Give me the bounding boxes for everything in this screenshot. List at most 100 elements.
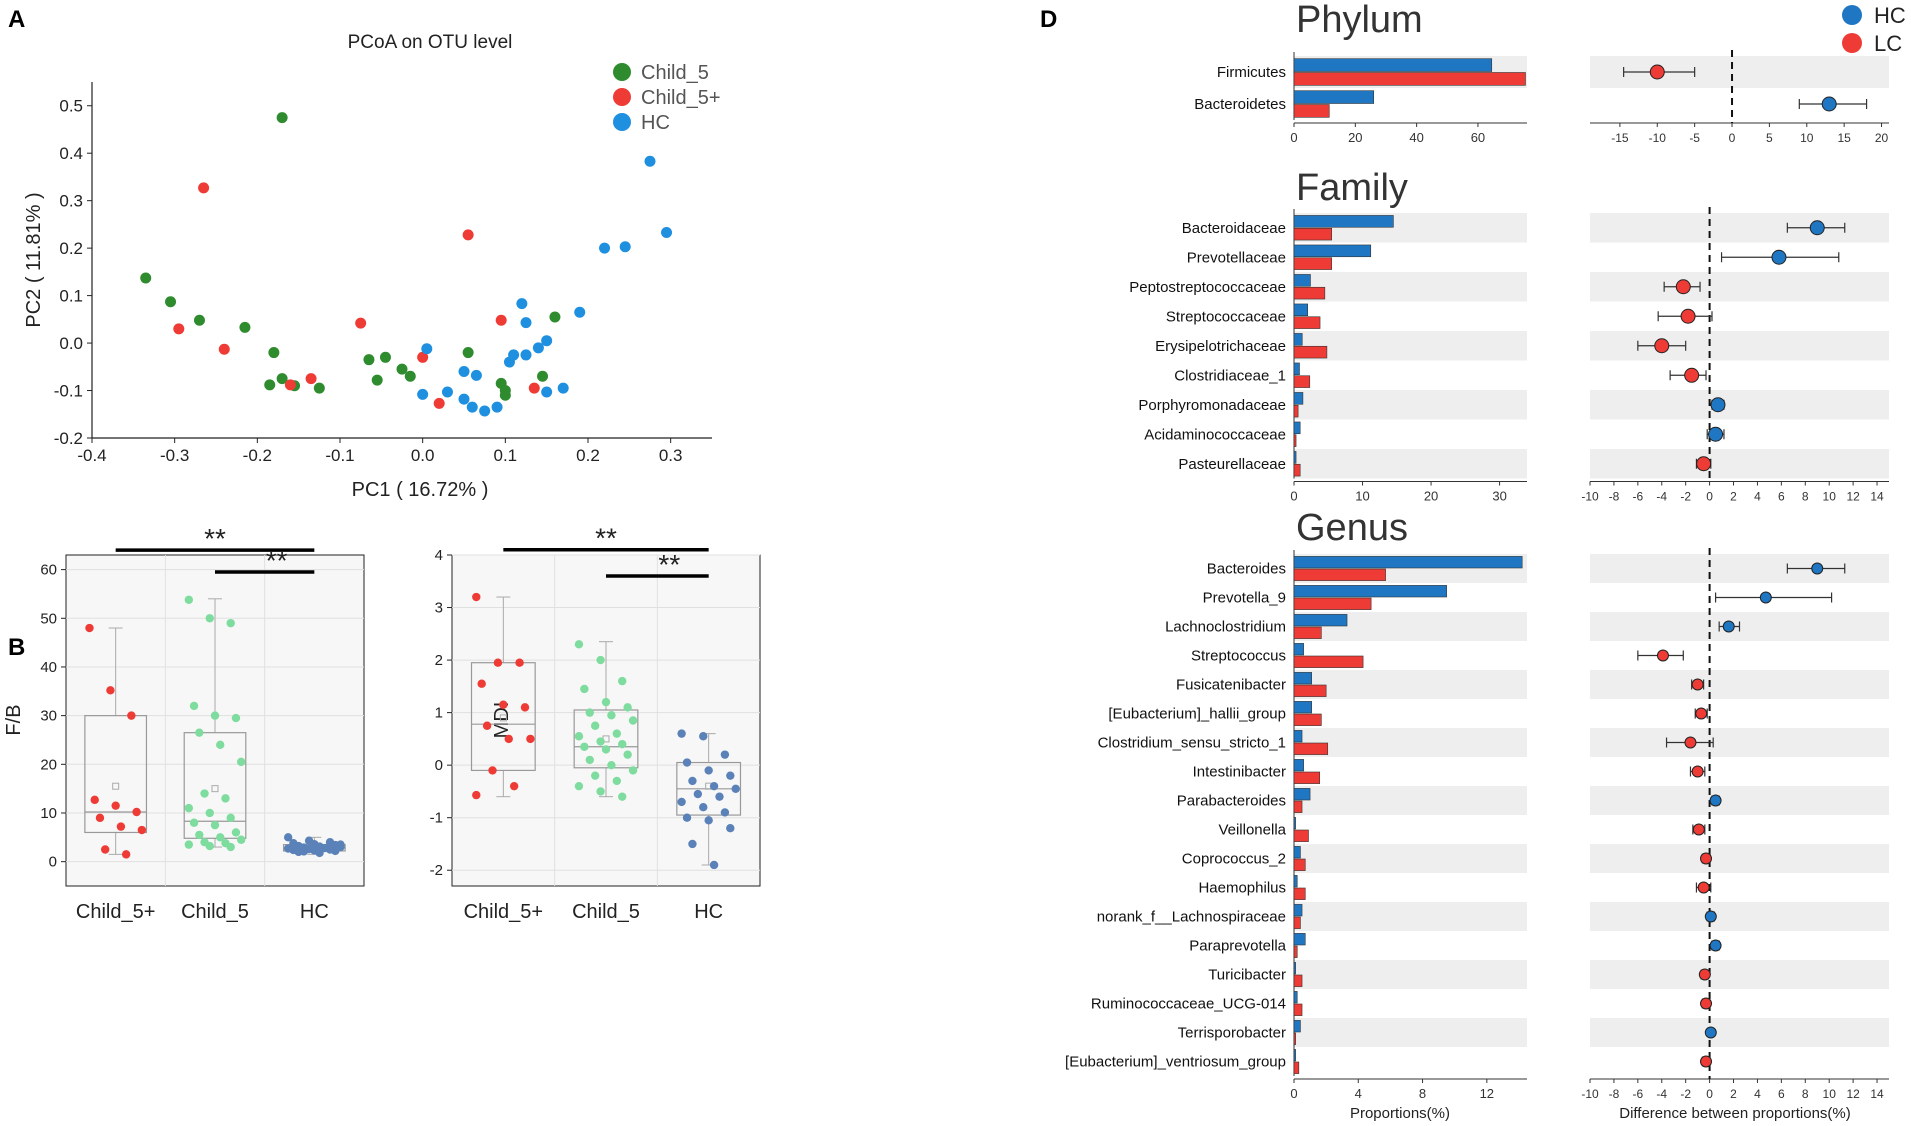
- data-point: [520, 703, 530, 712]
- data-point: [189, 701, 199, 711]
- data-point: [315, 848, 324, 858]
- row-stripe: [1294, 902, 1527, 931]
- diff-point-lc: [1691, 765, 1704, 778]
- panel-label-b: B: [8, 634, 25, 661]
- scatter-point-hc: [479, 405, 491, 417]
- data-point: [699, 802, 708, 812]
- data-point: [688, 776, 697, 786]
- significance-label: **: [266, 545, 288, 576]
- bar-x-tick-label: 20: [1348, 130, 1362, 145]
- y-axis-title: F/B: [3, 704, 25, 735]
- diff-point-lc: [1680, 308, 1696, 324]
- diff-point-hc: [1704, 910, 1717, 923]
- taxon-label: Porphyromonadaceae: [1138, 397, 1286, 414]
- diff-x-tick-label: 0: [1706, 1087, 1713, 1101]
- data-point: [205, 841, 214, 851]
- row-stripe: [1590, 331, 1889, 361]
- y-tick-label: 3: [435, 600, 443, 617]
- diff-point-lc: [1684, 736, 1697, 749]
- row-stripe: [1590, 449, 1889, 479]
- box-mean-marker: [499, 714, 507, 722]
- bar-x-tick-label: 0: [1290, 130, 1297, 145]
- bar-x-tick-label: 0: [1290, 1086, 1297, 1101]
- bar-lc: [1293, 286, 1326, 300]
- bar-hc: [1293, 90, 1375, 104]
- diff-point-hc: [1809, 220, 1825, 236]
- y-tick-label: 0: [49, 854, 57, 871]
- row-stripe: [1294, 728, 1527, 757]
- bar-lc: [1293, 434, 1297, 447]
- legend-label: HC: [641, 112, 670, 134]
- legend-marker-hc: [1842, 5, 1862, 25]
- bar-hc: [1293, 215, 1394, 228]
- taxon-label: Ruminococcaceae_UCG-014: [1091, 996, 1286, 1013]
- data-point: [515, 658, 524, 667]
- data-point: [336, 840, 345, 849]
- bar-hc: [1293, 421, 1301, 435]
- bar-hc: [1293, 991, 1298, 1004]
- data-point: [726, 771, 735, 780]
- row-stripe: [1590, 786, 1889, 815]
- taxon-label: [Eubacterium]_hallii_group: [1108, 706, 1286, 723]
- scatter-point-child5plus: [433, 397, 445, 409]
- diff-x-tick-label: 8: [1802, 490, 1809, 504]
- diff-x-tick-label: -5: [1689, 131, 1700, 145]
- scatter-point-child5plus: [198, 182, 210, 194]
- data-point: [504, 734, 513, 744]
- y-tick-label: 0.0: [59, 334, 83, 353]
- data-point: [195, 830, 204, 840]
- bar-hc: [1293, 904, 1303, 917]
- diff-x-tick-label: -2: [1680, 1087, 1691, 1101]
- taxon-label: Veillonella: [1218, 822, 1286, 839]
- bar-lc: [1293, 771, 1321, 784]
- scatter-point-hc: [619, 241, 631, 253]
- row-stripe: [1294, 786, 1527, 815]
- box-mean-marker: [112, 782, 120, 790]
- diff-x-tick-label: 4: [1754, 490, 1761, 504]
- data-point: [195, 728, 204, 737]
- bar-lc: [1293, 375, 1311, 388]
- data-point: [677, 797, 686, 807]
- diff-point-lc: [1656, 649, 1669, 662]
- bar-hc: [1293, 846, 1301, 859]
- y-tick-label: 0.3: [59, 192, 83, 211]
- data-point: [693, 789, 703, 799]
- bar-x-axis-title: Proportions(%): [1350, 1105, 1450, 1122]
- diff-point-lc: [1684, 367, 1700, 383]
- data-point: [682, 758, 692, 767]
- data-point: [85, 623, 94, 633]
- y-tick-label: 50: [40, 610, 57, 627]
- taxon-label: Bacteroidetes: [1194, 96, 1286, 113]
- diff-x-axis-title: Difference between proportions(%): [1619, 1105, 1851, 1122]
- y-tick-label: 30: [40, 708, 57, 725]
- scatter-point-hc: [599, 242, 611, 254]
- data-point: [709, 781, 719, 791]
- bar-x-tick-label: 10: [1355, 489, 1369, 504]
- diff-x-tick-label: 6: [1778, 1087, 1785, 1101]
- data-point: [720, 808, 730, 817]
- data-point: [189, 818, 199, 827]
- diff-x-tick-label: 8: [1802, 1087, 1809, 1101]
- row-stripe: [1590, 670, 1889, 699]
- y-tick-label: 40: [40, 659, 57, 676]
- bar-lc: [1293, 1003, 1303, 1016]
- bar-lc: [1293, 742, 1329, 755]
- taxon-label: Terrisporobacter: [1178, 1025, 1286, 1042]
- legend-label: Child_5: [641, 62, 709, 84]
- y-tick-label: -2: [430, 862, 443, 879]
- scatter-point-child5plus: [305, 373, 317, 385]
- x-tick-label: HC: [300, 901, 329, 923]
- legend-label: Child_5+: [641, 87, 721, 109]
- data-point: [283, 833, 293, 842]
- taxon-label: Bacteroidaceae: [1182, 220, 1286, 237]
- data-point: [574, 781, 584, 791]
- diff-point-lc: [1697, 881, 1710, 894]
- chart-title: PCoA on OTU level: [348, 32, 513, 53]
- data-point: [623, 750, 632, 759]
- x-tick-label: 0.3: [659, 446, 683, 465]
- scatter-point-child5: [165, 296, 177, 308]
- data-point: [477, 679, 486, 688]
- data-point: [499, 700, 508, 709]
- bar-hc: [1293, 730, 1303, 743]
